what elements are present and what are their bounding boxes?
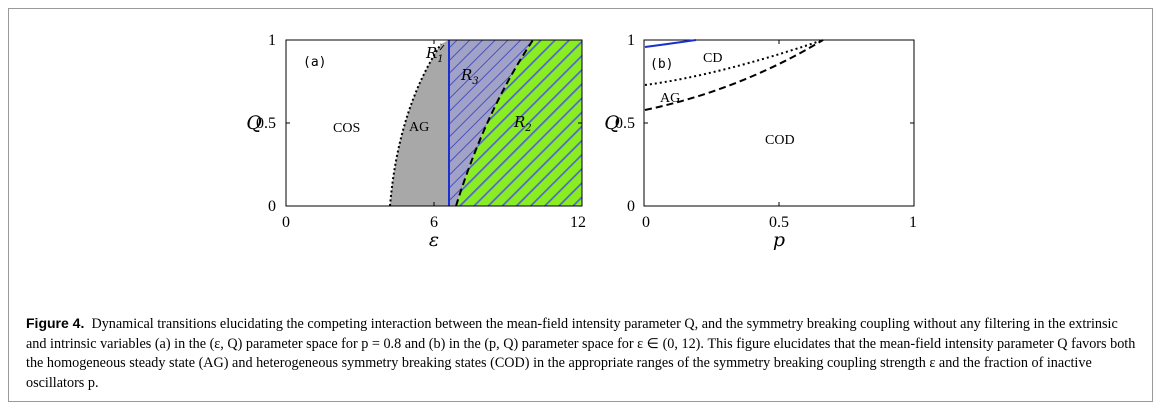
b-line-solid-blue	[644, 39, 697, 48]
b-ytick-05: 0.5	[615, 115, 635, 132]
a-ytick-05: 0.5	[256, 115, 276, 132]
b-xtick-0: 0	[642, 214, 650, 231]
a-ytick-1: 1	[268, 32, 276, 49]
region-ag-fill	[390, 40, 449, 206]
panel-b: 0 0.5 1 0 0.5 1 p Q (b) CD AG COD	[604, 32, 917, 251]
a-region-r1: R1	[425, 44, 444, 65]
a-region-r3: R3	[460, 66, 479, 87]
b-xtick-1: 1	[909, 214, 917, 231]
caption-text: Dynamical transitions elucidating the co…	[26, 316, 1136, 391]
b-panel-label: (b)	[650, 57, 673, 72]
a-ylabel: Q	[246, 112, 262, 134]
boundary-dashed	[455, 40, 534, 206]
region-r3-fill	[449, 40, 533, 206]
panel-a: 0 6 12 0 0.5 1 ε Q (a) COS AG R1 R3 R2	[246, 32, 586, 251]
a-xtick-12: 12	[570, 214, 586, 231]
a-xlabel: ε	[429, 229, 439, 251]
figure-caption: Figure 4. Dynamical transitions elucidat…	[26, 314, 1141, 393]
region-r2-fill	[456, 40, 582, 206]
a-region-ag: AG	[409, 120, 429, 135]
b-ytick-1: 1	[627, 32, 635, 49]
a-region-cos: COS	[333, 121, 360, 136]
a-panel-label: (a)	[303, 55, 326, 70]
caption-label: Figure 4.	[26, 315, 85, 331]
boundary-dotted	[389, 43, 442, 206]
b-region-cd: CD	[703, 51, 722, 66]
b-xtick-05: 0.5	[769, 214, 789, 231]
a-xtick-6: 6	[430, 214, 438, 231]
b-line-dashed	[644, 39, 824, 111]
b-xlabel: p	[773, 229, 785, 251]
b-region-ag: AG	[660, 91, 680, 106]
axes-box-b	[643, 39, 915, 207]
b-region-cod: COD	[765, 133, 795, 148]
a-r1-arrow	[439, 44, 445, 51]
a-ytick-0: 0	[268, 198, 276, 215]
b-ytick-0: 0	[627, 198, 635, 215]
a-xtick-0: 0	[282, 214, 290, 231]
b-ylabel: Q	[604, 112, 620, 134]
a-region-r2: R2	[513, 113, 532, 134]
